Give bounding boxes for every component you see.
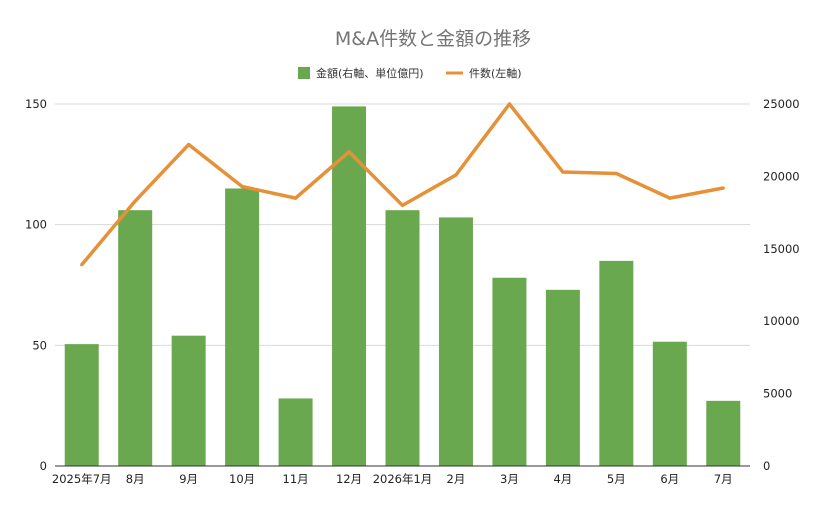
bar [278, 398, 313, 466]
bar-series [64, 106, 741, 466]
line-point [133, 199, 137, 203]
bar [545, 289, 580, 466]
left-tick-label: 100 [25, 218, 47, 232]
legend-bar-label: 金額(右軸、単位億円) [316, 66, 424, 80]
left-axis: 0 50 100 150 [25, 97, 47, 473]
bar [706, 400, 741, 466]
x-tick-label: 10月 [229, 472, 255, 486]
right-tick-label: 10000 [763, 314, 800, 328]
bar [385, 210, 420, 466]
left-tick-label: 50 [32, 338, 47, 352]
x-axis: 2025年7月 8月 9月 10月 11月 12月 2026年1月 2月 3月 4月 5月 6月 7月 [52, 472, 733, 486]
x-tick-label: 5月 [607, 472, 626, 486]
x-tick-label: 12月 [336, 472, 362, 486]
x-tick-label: 11月 [283, 472, 309, 486]
x-tick-label: 2月 [447, 472, 466, 486]
x-tick-label: 8月 [126, 472, 145, 486]
line-point [240, 184, 244, 189]
legend-bar-swatch [298, 67, 310, 79]
line-series [80, 102, 725, 267]
x-tick-label: 6月 [660, 472, 679, 486]
right-tick-label: 15000 [763, 242, 800, 256]
line-point [668, 196, 672, 200]
bar [225, 188, 260, 466]
bar [171, 335, 206, 466]
x-tick-label: 9月 [179, 472, 198, 486]
x-tick-label: 2026年1月 [373, 472, 433, 486]
x-tick-label: 2025年7月 [52, 472, 112, 486]
line-point [454, 173, 458, 177]
right-tick-label: 0 [763, 459, 770, 473]
x-tick-label: 4月 [553, 472, 572, 486]
left-tick-label: 150 [25, 97, 47, 111]
bar [332, 106, 367, 466]
line-point [347, 150, 351, 154]
line-point [561, 170, 565, 174]
chart-title: M&A件数と金額の推移 [335, 28, 531, 50]
line-point [507, 102, 512, 106]
legend-line-label: 件数(左軸) [469, 66, 522, 80]
bar [64, 344, 99, 466]
bar [118, 210, 153, 466]
right-tick-label: 5000 [763, 387, 792, 401]
right-axis: 0 5000 10000 15000 20000 25000 [763, 97, 800, 473]
x-tick-label: 7月 [714, 472, 733, 486]
bar [438, 217, 473, 466]
bar [652, 341, 687, 466]
line-point [400, 203, 405, 207]
right-tick-label: 25000 [763, 97, 800, 111]
legend: 金額(右軸、単位億円) 件数(左軸) [298, 66, 522, 80]
line-point [721, 186, 725, 190]
x-tick-label: 3月 [500, 472, 519, 486]
bar [599, 260, 634, 466]
line-point [293, 196, 298, 200]
right-tick-label: 20000 [763, 169, 800, 183]
line-point [187, 142, 191, 147]
bar [492, 277, 527, 466]
left-tick-label: 0 [40, 459, 47, 473]
line-point [80, 263, 84, 267]
line-point [614, 171, 618, 176]
